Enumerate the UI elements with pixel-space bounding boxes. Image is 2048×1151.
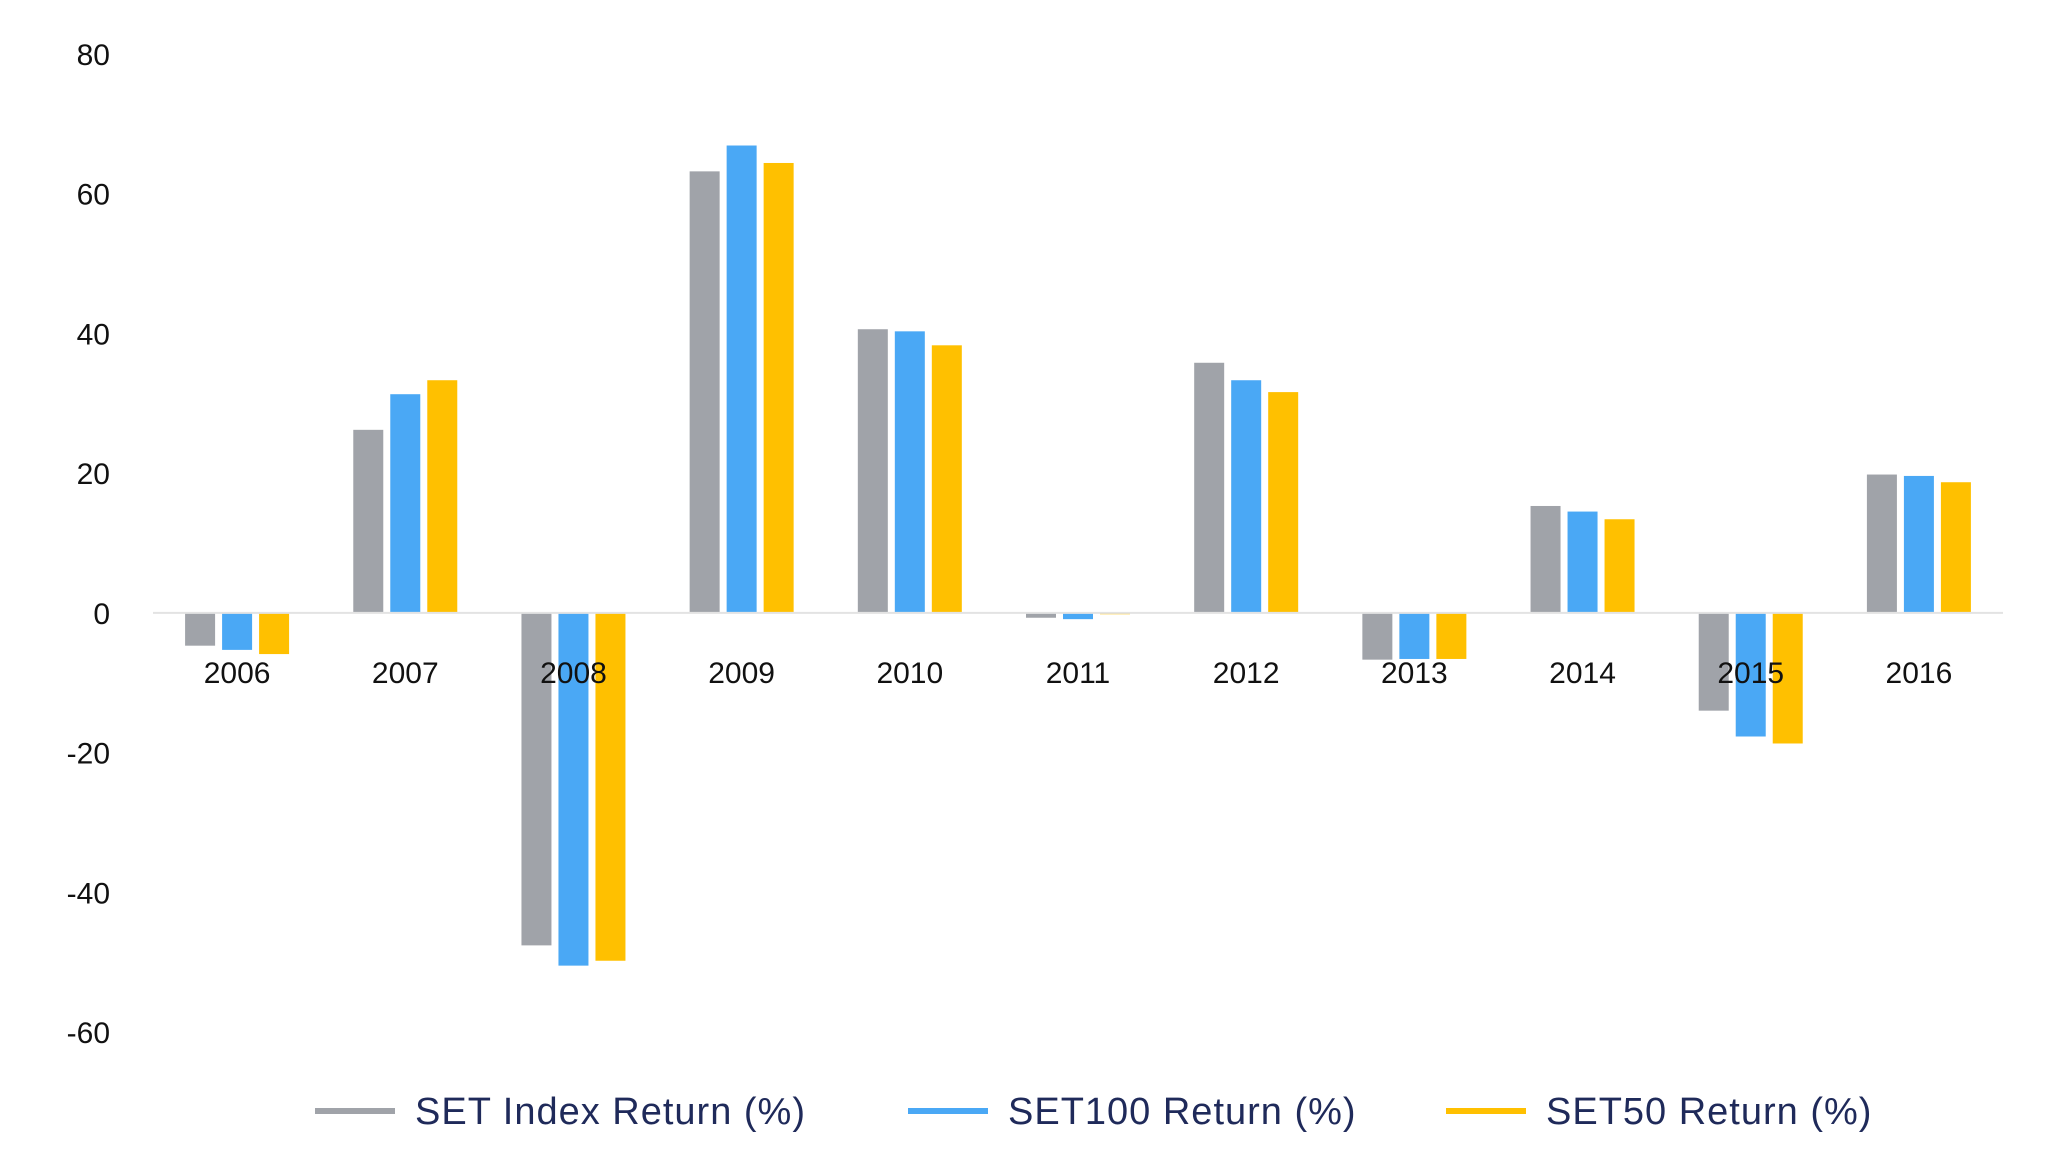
- legend-label: SET Index Return (%): [415, 1091, 806, 1133]
- bar-2014-series-3: [1604, 519, 1635, 613]
- bar-2009-series-3: [763, 162, 794, 613]
- bar-2008-series-3: [595, 612, 626, 961]
- bar-2012-series-2: [1231, 380, 1262, 613]
- bar-2016-series-2: [1903, 475, 1934, 613]
- x-tick-label: 2016: [1886, 657, 1953, 690]
- bar-2010-series-3: [931, 345, 962, 613]
- y-tick-label: 0: [93, 598, 110, 631]
- y-axis: 80 60 40 20 0 -20 -40 -60: [67, 39, 110, 1050]
- y-tick-label: 80: [77, 39, 110, 72]
- bar-2006-series-2: [222, 612, 253, 650]
- x-tick-label: 2008: [540, 657, 607, 690]
- legend-item-1: SET Index Return (%): [315, 1091, 806, 1133]
- x-tick-label: 2010: [876, 657, 943, 690]
- bar-2014-series-2: [1567, 511, 1598, 613]
- y-tick-label: 40: [77, 318, 110, 351]
- bar-2006-series-1: [185, 612, 216, 646]
- bar-2016-series-1: [1866, 474, 1897, 613]
- bar-2009-series-2: [726, 145, 757, 613]
- y-tick-label: -60: [67, 1017, 110, 1050]
- bar-2015-series-2: [1735, 612, 1766, 737]
- legend-label: SET50 Return (%): [1546, 1091, 1872, 1133]
- bar-2012-series-1: [1194, 362, 1225, 613]
- bar-2007-series-2: [390, 394, 421, 613]
- bar-2016-series-3: [1940, 482, 1971, 613]
- bar-2009-series-1: [689, 171, 720, 613]
- bars: [185, 145, 1971, 966]
- x-tick-label: 2012: [1213, 657, 1280, 690]
- legend-item-3: SET50 Return (%): [1446, 1091, 1872, 1133]
- bar-2010-series-2: [894, 331, 925, 613]
- bar-2015-series-1: [1698, 612, 1729, 711]
- x-tick-label: 2011: [1046, 657, 1111, 690]
- bar-2006-series-3: [259, 612, 290, 655]
- legend: SET Index Return (%) SET100 Return (%) SET…: [315, 1091, 1872, 1133]
- y-tick-label: -20: [67, 738, 110, 771]
- bar-2007-series-1: [353, 429, 384, 613]
- x-tick-label: 2013: [1381, 657, 1448, 690]
- bar-2008-series-2: [558, 612, 589, 966]
- bar-2014-series-1: [1530, 505, 1561, 613]
- bar-2012-series-3: [1268, 392, 1299, 613]
- bar-2008-series-1: [521, 612, 552, 946]
- y-tick-label: 60: [77, 179, 110, 212]
- bar-2013-series-1: [1362, 612, 1393, 660]
- bar-2011-series-2: [1063, 612, 1093, 620]
- y-tick-label: -40: [67, 877, 110, 910]
- bar-2010-series-1: [857, 329, 888, 613]
- bar-2007-series-3: [427, 380, 458, 613]
- x-tick-label: 2006: [204, 657, 271, 690]
- x-axis: 2006 2007 2008 2009 2010 2011 2012 2013 2014 2015…: [204, 657, 1953, 690]
- bar-2013-series-2: [1399, 612, 1430, 659]
- y-tick-label: 20: [77, 458, 110, 491]
- x-tick-label: 2015: [1717, 657, 1784, 690]
- x-tick-label: 2007: [372, 657, 439, 690]
- legend-item-2: SET100 Return (%): [908, 1091, 1357, 1133]
- x-tick-label: 2009: [708, 657, 775, 690]
- bar-2011-series-1: [1026, 612, 1056, 618]
- bar-2013-series-3: [1436, 612, 1467, 659]
- legend-label: SET100 Return (%): [1008, 1091, 1357, 1133]
- bar-2015-series-3: [1772, 612, 1803, 744]
- x-tick-label: 2014: [1549, 657, 1616, 690]
